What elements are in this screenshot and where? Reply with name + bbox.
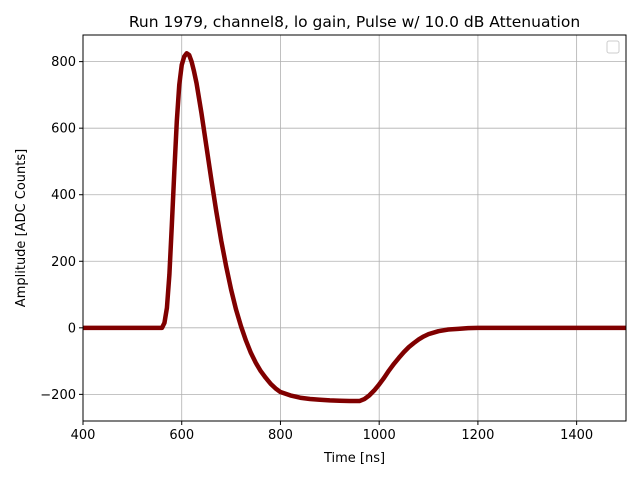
x-axis-label: Time [ns]	[323, 451, 385, 466]
x-tick-label: 1400	[560, 428, 593, 443]
y-tick-label: −200	[40, 388, 76, 403]
x-tick-label: 1200	[461, 428, 494, 443]
plot-area	[83, 51, 626, 404]
x-tick-label: 600	[169, 428, 194, 443]
y-tick-label: 200	[51, 255, 76, 270]
chart-title: Run 1979, channel8, lo gain, Pulse w/ 10…	[129, 13, 580, 31]
legend-box[interactable]	[606, 40, 620, 54]
grid	[82, 35, 626, 421]
x-tick-label: 1000	[363, 428, 396, 443]
series-line-0	[83, 51, 626, 404]
y-tick-label: 600	[51, 122, 76, 137]
y-tick-label: 400	[51, 188, 76, 203]
y-axis-label: Amplitude [ADC Counts]	[14, 149, 29, 307]
x-tick-label: 800	[268, 428, 293, 443]
axes-frame	[82, 34, 627, 422]
x-tick-label: 400	[71, 428, 96, 443]
ticks: 400 600 800 1000 1200 1400 −200 0 200 400 600 800	[40, 55, 593, 443]
y-tick-label: 0	[68, 321, 76, 336]
y-tick-label: 800	[51, 55, 76, 70]
